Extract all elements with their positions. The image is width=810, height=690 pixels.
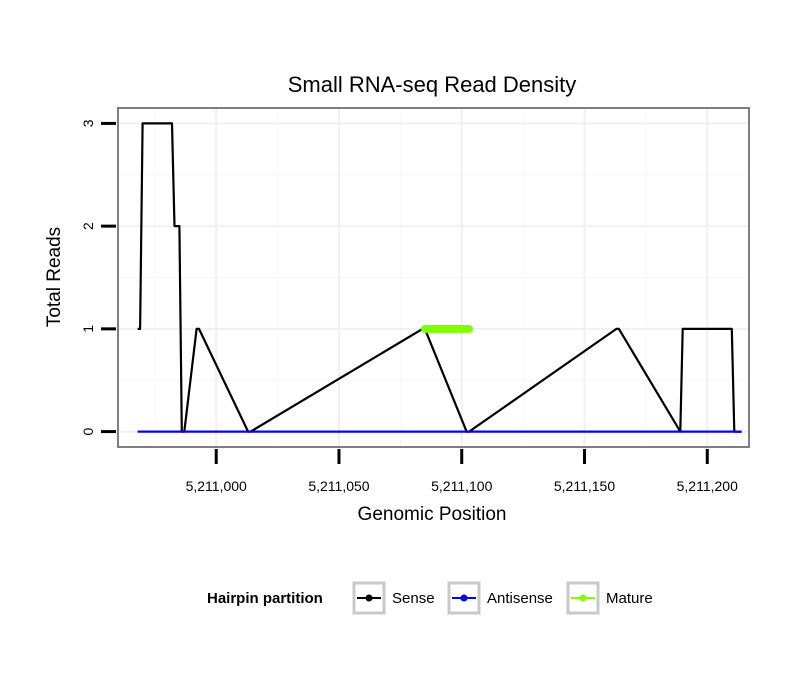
legend-label-sense: Sense: [392, 590, 435, 607]
x-tick-label-2: 5,211,100: [431, 478, 492, 494]
x-tick-label-3: 5,211,150: [554, 478, 615, 494]
legend-item-mature: Mature: [566, 581, 653, 615]
legend-dot-antisense: [460, 594, 468, 602]
y-tick-label-3: 3: [80, 119, 96, 127]
legend: Hairpin partition Sense Antisense Mature: [207, 581, 653, 615]
legend-label-mature: Mature: [606, 590, 653, 607]
y-axis-title: Total Reads: [44, 227, 65, 327]
axis-layer: 5,211,000 5,211,050 5,211,100 5,211,150 5,21…: [80, 119, 738, 494]
x-axis-title: Genomic Position: [358, 504, 507, 525]
y-tick-label-1: 1: [80, 325, 96, 333]
legend-title: Hairpin partition: [207, 590, 323, 607]
legend-dot-mature: [579, 594, 587, 602]
series-line-sense: [137, 122, 742, 433]
chart-title: Small RNA-seq Read Density: [288, 72, 577, 97]
x-tick-label-1: 5,211,050: [308, 478, 369, 494]
series-layer: [137, 122, 742, 433]
legend-dot-sense: [365, 594, 373, 602]
y-tick-label-2: 2: [80, 222, 96, 230]
plot-panel-border: [117, 107, 750, 448]
legend-item-sense: Sense: [352, 581, 435, 615]
x-tick-label-4: 5,211,200: [677, 478, 738, 494]
y-tick-label-0: 0: [80, 427, 96, 435]
x-tick-label-0: 5,211,000: [186, 478, 247, 494]
legend-label-antisense: Antisense: [487, 590, 553, 607]
legend-item-antisense: Antisense: [447, 581, 553, 615]
